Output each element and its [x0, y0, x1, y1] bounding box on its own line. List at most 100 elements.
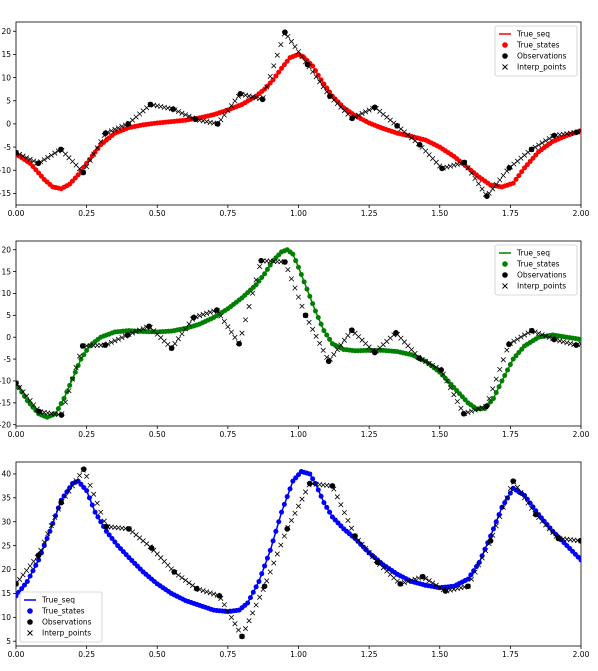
- observation-point: [16, 380, 19, 386]
- true-state-point: [533, 152, 539, 158]
- legend-label: True_seq: [41, 596, 75, 605]
- interp-point: [511, 338, 517, 344]
- true-state-point: [499, 378, 505, 384]
- subplot-2: 0.00 0.25 0.50 0.75 1.00 1.25 1.50 1.75 2.00 -20 -…: [0, 240, 590, 439]
- true-state-point: [84, 160, 90, 166]
- true-state-point: [324, 504, 330, 510]
- observation-point: [171, 569, 177, 575]
- interp-point: [189, 582, 196, 589]
- interp-point: [69, 483, 76, 489]
- x-tick-label: 0.75: [220, 209, 237, 218]
- observation-point: [393, 330, 399, 336]
- interp-point: [182, 326, 189, 332]
- interp-point: [493, 181, 499, 187]
- interp-point: [250, 610, 256, 616]
- true-state-point: [502, 500, 508, 506]
- true-state-point: [270, 77, 276, 83]
- interp-point: [108, 339, 114, 345]
- interp-point: [317, 340, 323, 346]
- interp-point: [479, 186, 485, 192]
- true-state-point: [524, 496, 530, 502]
- true-state-point: [290, 251, 296, 257]
- true-state-point: [109, 535, 115, 541]
- interp-point: [476, 562, 482, 568]
- true-state-point: [38, 173, 44, 179]
- true-state-point: [44, 535, 50, 541]
- interp-point: [518, 490, 524, 496]
- true-state-point: [273, 73, 279, 79]
- interp-point: [472, 569, 478, 575]
- interp-point: [518, 155, 524, 161]
- true-state-point: [262, 271, 268, 277]
- true-state-point: [259, 571, 265, 577]
- true-state-point: [72, 369, 78, 375]
- interp-point: [235, 627, 242, 633]
- observation-point: [282, 29, 288, 35]
- interp-point: [472, 407, 478, 413]
- true-state-point: [256, 278, 262, 284]
- interp-point: [292, 44, 298, 50]
- interp-point: [363, 545, 369, 551]
- interp-point: [302, 489, 309, 495]
- true-state-point: [279, 509, 285, 515]
- interp-point: [278, 542, 284, 548]
- true-state-point: [270, 538, 276, 544]
- interp-point: [539, 140, 545, 146]
- interp-point: [91, 151, 97, 157]
- observation-point: [35, 160, 42, 167]
- y-tick-label: -15: [0, 399, 11, 408]
- interp-point: [500, 504, 506, 510]
- interp-point: [253, 277, 259, 283]
- observation-point: [307, 480, 313, 487]
- y-tick-label: -5: [4, 355, 12, 364]
- interp-point: [334, 347, 340, 353]
- interp-point: [221, 112, 227, 118]
- true-state-point: [468, 572, 474, 578]
- interp-point: [546, 135, 552, 142]
- interp-point: [514, 336, 521, 342]
- observation-point: [214, 121, 221, 127]
- legend-handle-cross: [27, 630, 33, 636]
- interp-point: [490, 386, 496, 392]
- true-state-point: [298, 272, 304, 278]
- subplot-3: 0.00 0.25 0.50 0.75 1.00 1.25 1.50 1.75 2.00 5 10 1…: [1, 461, 590, 659]
- interp-point: [31, 402, 37, 408]
- interp-point: [271, 63, 277, 69]
- interp-point: [514, 158, 521, 164]
- interp-point: [186, 321, 192, 327]
- true-state-point: [307, 471, 313, 477]
- true-state-point: [264, 266, 270, 272]
- true-state-point: [61, 493, 67, 499]
- legend-label: Observations: [517, 52, 567, 61]
- observation-point: [484, 193, 490, 199]
- true-state-point: [276, 69, 282, 75]
- true-state-point: [250, 589, 256, 595]
- y-tick-label: -10: [0, 377, 11, 386]
- observation-point: [103, 523, 110, 530]
- interp-point: [48, 523, 54, 529]
- interp-point: [31, 558, 37, 565]
- interp-point: [45, 154, 51, 161]
- plot-area: [16, 29, 581, 199]
- true-state-point: [321, 500, 327, 506]
- true-state-point: [315, 315, 321, 321]
- interp-point: [31, 158, 37, 164]
- interp-point: [274, 551, 280, 557]
- x-tick-label: 0.00: [8, 209, 25, 218]
- interp-point: [299, 496, 305, 502]
- interp-point: [253, 602, 259, 608]
- interp-point: [112, 338, 118, 344]
- interp-point: [468, 408, 475, 414]
- interp-point: [465, 165, 471, 171]
- true-state-point: [318, 321, 324, 327]
- true-state-point: [327, 336, 333, 342]
- interp-point: [76, 472, 83, 479]
- true-state-point: [310, 476, 316, 482]
- x-tick-label: 2.00: [573, 650, 590, 659]
- interp-point: [207, 590, 213, 596]
- observation-point: [259, 96, 266, 103]
- interp-point: [433, 582, 439, 588]
- y-tick-label: -10: [0, 166, 11, 175]
- interp-point: [472, 175, 478, 182]
- interp-point: [521, 495, 528, 501]
